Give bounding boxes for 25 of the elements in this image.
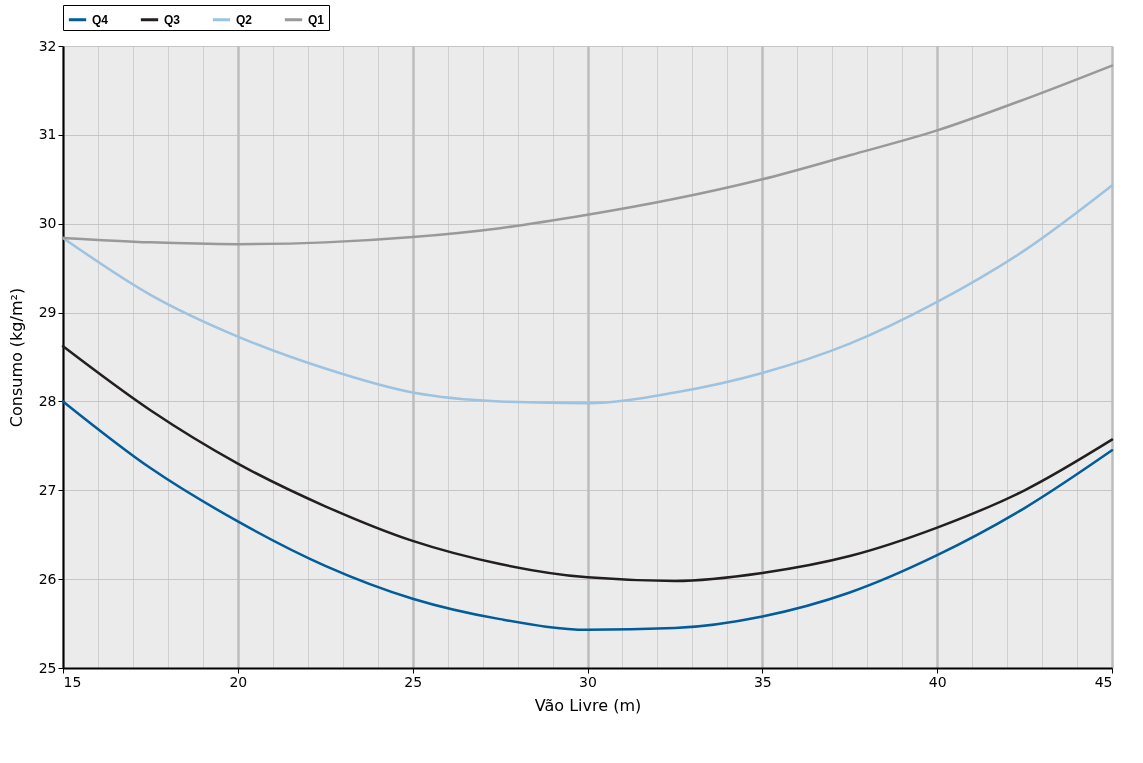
y-tick-label: 32 — [38, 37, 57, 54]
y-tick-label: 31 — [38, 126, 57, 143]
x-tick-label: 30 — [579, 673, 597, 690]
y-axis-title: Consumo (kg/m²) — [6, 287, 26, 428]
line-series — [61, 64, 1114, 246]
y-tick-label: 26 — [38, 570, 57, 587]
legend-label: Q4 — [92, 12, 109, 27]
y-tick-label: 29 — [38, 304, 57, 321]
x-tick-label: 15 — [63, 673, 82, 690]
x-axis-title: Vão Livre (m) — [534, 695, 642, 715]
legend-label: Q1 — [308, 12, 325, 27]
line-series — [61, 400, 1114, 632]
x-tick-label: 35 — [753, 673, 772, 690]
x-tick-label: 20 — [229, 673, 248, 690]
y-tick-label: 30 — [38, 215, 57, 232]
x-tick-label: 25 — [404, 673, 423, 690]
legend-label: Q2 — [236, 12, 253, 27]
y-tick-label: 28 — [38, 392, 57, 409]
legend-label: Q3 — [164, 12, 181, 27]
line-series — [61, 345, 1114, 583]
x-tick-label: 40 — [928, 673, 947, 690]
x-tick-label: 45 — [1094, 673, 1113, 690]
y-tick-label: 25 — [38, 659, 57, 676]
y-tick-label: 27 — [38, 481, 57, 498]
line-series — [61, 184, 1114, 405]
